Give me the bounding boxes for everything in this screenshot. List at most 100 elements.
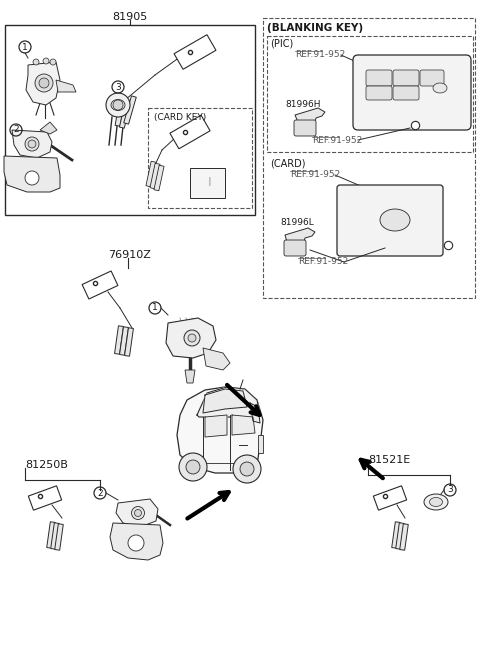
Ellipse shape xyxy=(28,140,36,148)
Text: I: I xyxy=(208,177,212,190)
Polygon shape xyxy=(120,327,129,355)
FancyBboxPatch shape xyxy=(420,70,444,86)
FancyBboxPatch shape xyxy=(337,185,443,256)
Bar xyxy=(5,25,255,215)
Text: 81996H: 81996H xyxy=(285,100,321,109)
Polygon shape xyxy=(47,522,55,548)
Polygon shape xyxy=(285,228,315,242)
Polygon shape xyxy=(115,98,125,126)
Circle shape xyxy=(128,535,144,551)
Polygon shape xyxy=(40,122,57,134)
Polygon shape xyxy=(250,403,260,423)
Text: 81250B: 81250B xyxy=(25,460,68,470)
Polygon shape xyxy=(26,62,60,105)
Polygon shape xyxy=(124,96,136,124)
Ellipse shape xyxy=(380,209,410,231)
Text: 1: 1 xyxy=(152,303,158,313)
Polygon shape xyxy=(295,108,325,122)
Polygon shape xyxy=(115,326,123,354)
FancyBboxPatch shape xyxy=(353,55,471,130)
Bar xyxy=(267,36,473,152)
Polygon shape xyxy=(125,328,133,356)
Text: REF.91-952: REF.91-952 xyxy=(290,170,340,179)
Polygon shape xyxy=(51,523,60,549)
Polygon shape xyxy=(154,165,164,191)
Ellipse shape xyxy=(132,506,144,519)
Text: 2: 2 xyxy=(97,489,103,498)
Circle shape xyxy=(50,59,56,65)
Polygon shape xyxy=(120,100,131,128)
Ellipse shape xyxy=(25,137,39,151)
Circle shape xyxy=(33,59,39,65)
Circle shape xyxy=(43,58,49,64)
Polygon shape xyxy=(174,35,216,69)
Ellipse shape xyxy=(111,99,125,111)
Polygon shape xyxy=(170,115,210,149)
Polygon shape xyxy=(177,387,263,473)
Polygon shape xyxy=(56,80,76,92)
Polygon shape xyxy=(150,164,160,189)
Ellipse shape xyxy=(424,494,448,510)
FancyBboxPatch shape xyxy=(366,70,392,86)
Polygon shape xyxy=(110,523,163,560)
Polygon shape xyxy=(203,389,247,413)
Text: 3: 3 xyxy=(447,485,453,494)
Polygon shape xyxy=(197,387,260,417)
Text: 81996L: 81996L xyxy=(280,218,314,227)
Bar xyxy=(148,108,252,208)
Text: 81521E: 81521E xyxy=(368,455,410,465)
Ellipse shape xyxy=(433,83,447,93)
Text: REF.91-952: REF.91-952 xyxy=(298,257,348,266)
Text: (BLANKING KEY): (BLANKING KEY) xyxy=(267,23,363,33)
Circle shape xyxy=(113,100,123,110)
Polygon shape xyxy=(396,523,404,549)
Circle shape xyxy=(35,74,53,92)
Circle shape xyxy=(240,462,254,476)
Polygon shape xyxy=(373,486,407,510)
Text: 76910Z: 76910Z xyxy=(108,250,151,260)
Circle shape xyxy=(39,78,49,88)
Polygon shape xyxy=(203,348,230,370)
FancyArrowPatch shape xyxy=(187,492,229,519)
Polygon shape xyxy=(4,156,60,192)
Circle shape xyxy=(186,460,200,474)
Text: 81905: 81905 xyxy=(112,12,148,22)
FancyBboxPatch shape xyxy=(393,86,419,100)
Polygon shape xyxy=(116,499,158,527)
Text: (CARD): (CARD) xyxy=(270,158,305,168)
Polygon shape xyxy=(82,271,118,299)
Ellipse shape xyxy=(188,334,196,342)
FancyBboxPatch shape xyxy=(393,70,419,86)
Text: REF.91-952: REF.91-952 xyxy=(295,50,345,59)
FancyBboxPatch shape xyxy=(366,86,392,100)
Text: 1: 1 xyxy=(22,43,28,52)
Text: 2: 2 xyxy=(13,126,19,135)
Bar xyxy=(263,18,475,298)
Polygon shape xyxy=(392,522,400,548)
FancyBboxPatch shape xyxy=(284,240,306,256)
Text: 3: 3 xyxy=(115,82,121,92)
Polygon shape xyxy=(185,370,195,383)
Circle shape xyxy=(233,455,261,483)
Polygon shape xyxy=(232,415,255,435)
Polygon shape xyxy=(400,524,408,550)
FancyArrowPatch shape xyxy=(360,460,383,478)
Circle shape xyxy=(179,453,207,481)
Polygon shape xyxy=(12,130,52,158)
Polygon shape xyxy=(28,486,61,510)
Polygon shape xyxy=(146,162,156,187)
Polygon shape xyxy=(166,318,216,358)
Polygon shape xyxy=(205,415,227,437)
FancyArrowPatch shape xyxy=(227,385,260,415)
Ellipse shape xyxy=(184,330,200,346)
Circle shape xyxy=(106,93,130,117)
Polygon shape xyxy=(55,524,63,550)
Text: REF.91-952: REF.91-952 xyxy=(312,136,362,145)
Text: (CARD KEY): (CARD KEY) xyxy=(154,113,206,122)
Bar xyxy=(258,435,263,453)
Text: (PIC): (PIC) xyxy=(270,38,293,48)
Ellipse shape xyxy=(134,509,142,517)
Circle shape xyxy=(25,171,39,185)
Bar xyxy=(190,168,225,198)
FancyBboxPatch shape xyxy=(294,120,316,136)
